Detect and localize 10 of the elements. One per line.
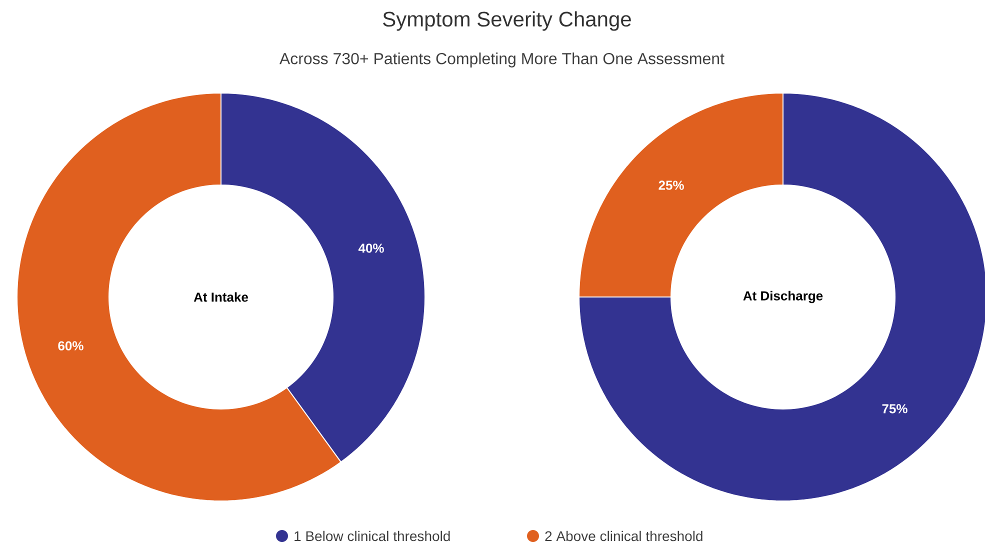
data-label: 60% (58, 341, 84, 350)
legend-label: 1 Below clinical threshold (294, 530, 450, 542)
data-label: 75% (882, 404, 908, 414)
text: At Discharge (743, 290, 823, 304)
chart-title: Symptom Severity Change (383, 11, 631, 31)
data-label: 40% (358, 244, 384, 253)
data-label: 25% (658, 180, 684, 190)
legend-label: 2 Above clinical threshold (545, 530, 702, 542)
text: At Intake (194, 292, 248, 302)
chart-subtitle: Across 730+ Patients Completing More Than One Assessment (279, 52, 724, 68)
